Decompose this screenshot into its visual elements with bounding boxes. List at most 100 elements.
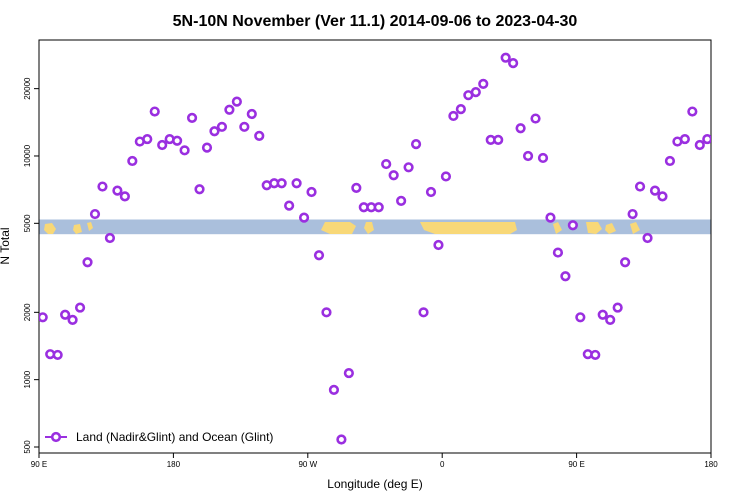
data-point <box>343 367 354 379</box>
data-point <box>687 106 698 117</box>
data-point <box>679 133 690 145</box>
data-point <box>620 257 631 268</box>
data-point <box>418 307 429 318</box>
data-point <box>694 139 705 151</box>
data-point <box>448 110 459 122</box>
data-point <box>500 52 511 63</box>
data-point <box>298 212 310 223</box>
data-point <box>530 113 541 124</box>
land-segment <box>605 223 616 234</box>
data-point <box>201 142 213 153</box>
data-point <box>590 349 601 361</box>
data-point <box>560 271 571 282</box>
data-point <box>612 302 623 313</box>
data-point <box>351 182 362 193</box>
data-point <box>127 155 138 167</box>
data-point <box>642 232 653 244</box>
data-point <box>194 184 205 195</box>
data-point <box>276 178 287 189</box>
data-point <box>52 349 63 361</box>
data-point <box>104 232 116 244</box>
data-point <box>254 130 265 141</box>
data-point <box>522 150 534 162</box>
data-point <box>172 135 183 146</box>
data-point <box>60 309 71 320</box>
data-point <box>224 104 235 115</box>
data-point <box>657 191 668 202</box>
data-point <box>209 126 220 137</box>
data-point <box>142 133 153 145</box>
data-point <box>478 78 489 90</box>
data-point <box>216 121 228 132</box>
y-tick-label: 20000 <box>23 77 32 100</box>
y-tick-label: 1000 <box>23 370 32 388</box>
data-point <box>336 434 347 445</box>
land-segments <box>44 222 640 234</box>
data-point <box>97 181 108 192</box>
x-axis: 90 E 180 90 W 0 90 E 180 <box>31 453 718 469</box>
data-point <box>425 186 437 198</box>
data-point <box>664 155 676 167</box>
data-point <box>440 171 452 182</box>
data-point <box>119 191 130 202</box>
x-tick-label: 180 <box>167 460 181 469</box>
data-point <box>537 152 549 164</box>
data-point <box>493 134 504 146</box>
data-point <box>455 104 466 115</box>
data-point <box>702 133 711 145</box>
y-axis: 500 1000 2000 5000 10000 20000 <box>23 77 39 454</box>
data-point <box>388 170 399 181</box>
data-point <box>597 309 608 320</box>
x-tick-label: 90 E <box>568 460 584 469</box>
data-point <box>186 112 198 123</box>
land-segment <box>44 223 56 234</box>
plot-frame <box>38 39 712 454</box>
data-point <box>74 302 86 313</box>
data-point <box>157 139 168 151</box>
y-axis-label: N Total <box>0 227 12 264</box>
data-point <box>433 239 444 251</box>
data-point <box>403 162 414 173</box>
data-point <box>328 384 340 395</box>
data-point <box>313 250 325 261</box>
y-tick-label: 2000 <box>23 303 32 321</box>
data-point <box>284 200 295 211</box>
data-point <box>605 314 616 325</box>
data-point <box>396 195 407 206</box>
y-tick-label: 500 <box>23 440 32 454</box>
legend-entry: Land (Nadir&Glint) and Ocean (Glint) <box>76 430 273 444</box>
data-point <box>89 208 101 220</box>
land-segment <box>420 222 517 234</box>
data-point <box>508 58 519 69</box>
data-point <box>381 158 392 170</box>
land-segment <box>73 224 82 234</box>
data-point <box>112 185 123 196</box>
data-point <box>149 106 160 117</box>
data-point <box>552 247 564 258</box>
data-point <box>179 145 190 156</box>
y-tick-label: 10000 <box>23 144 32 167</box>
x-tick-label: 0 <box>440 460 445 469</box>
data-point <box>231 96 242 107</box>
data-point <box>649 185 661 196</box>
x-axis-label: Longitude (deg E) <box>327 477 422 491</box>
land-segment <box>586 222 602 234</box>
data-point <box>291 178 302 189</box>
data-points <box>39 52 711 445</box>
data-point <box>545 212 556 223</box>
data-point <box>373 202 384 213</box>
data-point <box>515 123 526 134</box>
land-segment <box>321 222 356 234</box>
data-point <box>634 181 646 192</box>
land-segment <box>630 222 640 234</box>
data-point <box>567 220 578 231</box>
data-point <box>321 307 332 318</box>
x-tick-label: 180 <box>704 460 718 469</box>
x-tick-label: 90 E <box>31 460 47 469</box>
legend-marker <box>50 431 62 443</box>
map-band <box>39 219 711 235</box>
data-point <box>470 87 481 98</box>
data-point <box>39 312 48 323</box>
legend: Land (Nadir&Glint) and Ocean (Glint) <box>45 430 273 444</box>
